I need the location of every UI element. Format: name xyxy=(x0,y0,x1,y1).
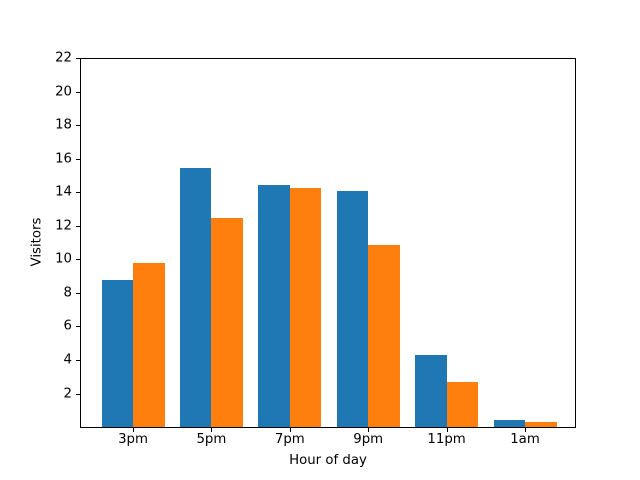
bar-11pm-series-1-blue xyxy=(415,355,447,427)
x-tick-mark xyxy=(289,428,291,432)
bar-11pm-series-2-orange xyxy=(446,381,479,427)
y-tick-label: 20 xyxy=(55,83,72,99)
x-tick-label-5pm: 5pm xyxy=(196,432,227,447)
x-tick-label-9pm: 9pm xyxy=(353,432,384,447)
bar-5pm-series-2-orange xyxy=(211,217,243,427)
y-tick-label: 22 xyxy=(55,50,72,66)
y-tick-label: 8 xyxy=(63,285,72,301)
plot-area xyxy=(80,58,576,428)
y-tick-label: 6 xyxy=(63,318,72,334)
x-tick-mark xyxy=(525,428,526,432)
bar-7pm-series-2-orange xyxy=(289,187,322,427)
bar-1am-series-1-blue xyxy=(493,420,525,427)
bar-9pm-series-2-orange xyxy=(368,244,400,427)
x-tick-mark xyxy=(446,428,448,432)
x-tick-label-1am: 1am xyxy=(510,432,540,447)
y-tick-label: 18 xyxy=(55,117,72,133)
bar-3pm-series-2-orange xyxy=(133,263,165,427)
bar-3pm-series-1-blue xyxy=(101,279,133,427)
x-tick-label-7pm: 7pm xyxy=(274,432,305,447)
y-tick-label: 14 xyxy=(55,184,72,200)
y-tick-label: 4 xyxy=(63,352,72,368)
bar-9pm-series-1-blue xyxy=(336,191,369,427)
bar-1am-series-2-orange xyxy=(525,422,557,427)
x-tick-label-11pm: 11pm xyxy=(427,432,466,447)
y-axis-label: Visitors xyxy=(29,217,45,267)
x-tick-mark xyxy=(368,428,370,432)
bar-7pm-series-1-blue xyxy=(258,184,290,427)
x-tick-mark xyxy=(133,428,134,432)
y-tick-label: 2 xyxy=(63,385,72,401)
bar-5pm-series-1-blue xyxy=(179,167,212,427)
x-axis-label: Hour of day xyxy=(289,453,367,468)
x-tick-mark xyxy=(211,428,213,432)
y-tick-label: 16 xyxy=(55,150,72,166)
x-tick-label-3pm: 3pm xyxy=(118,432,148,447)
